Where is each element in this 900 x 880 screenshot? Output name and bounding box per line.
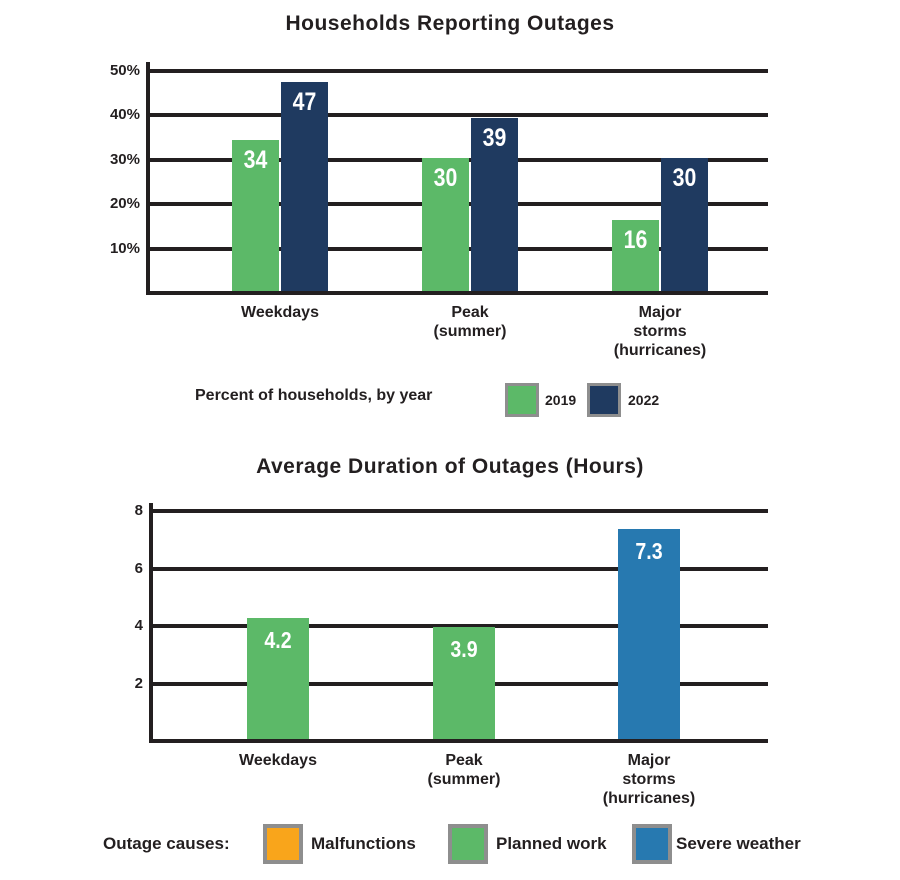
y-tick-label: 8 — [134, 502, 143, 519]
bar — [422, 157, 469, 291]
y-axis — [149, 503, 153, 743]
bar — [247, 618, 309, 739]
bar-value-label: 39 — [482, 123, 507, 152]
legend-label-severe-weather: Severe weather — [676, 834, 801, 853]
y-tick-label: 10% — [109, 239, 140, 257]
chart1-title: Households Reporting Outages — [285, 12, 615, 35]
category-label: Weekdays — [190, 303, 370, 322]
bottom-legend-intro: Outage causes: — [103, 834, 230, 853]
y-tick-label: 4 — [134, 617, 143, 634]
category-label: Major storms (hurricanes) — [570, 303, 750, 360]
y-tick-label: 40% — [109, 106, 140, 124]
bar — [661, 157, 708, 291]
bar-value-label: 30 — [433, 163, 458, 192]
category-label: Peak (summer) — [374, 751, 554, 789]
gridline — [146, 69, 768, 73]
chart1-caption: Percent of households, by year — [195, 387, 433, 404]
gridline — [149, 566, 768, 571]
category-label-line: Peak — [445, 752, 483, 769]
category-label-line: Peak — [451, 304, 489, 321]
bar-value-label: 4.2 — [264, 627, 292, 654]
legend-label-2019: 2019 — [545, 392, 577, 408]
bar — [433, 626, 495, 739]
legend-label-planned-work: Planned work — [496, 834, 607, 853]
category-label-line: Weekdays — [241, 304, 319, 321]
bar-value-label: 16 — [623, 225, 648, 254]
legend-swatch-severe-weather — [632, 824, 672, 864]
gridline — [149, 739, 768, 743]
bar-value-label: 7.3 — [635, 538, 663, 565]
category-label-line: Weekdays — [239, 752, 317, 769]
gridline — [146, 113, 768, 118]
category-label-line: storms — [633, 323, 687, 340]
gridline — [149, 624, 768, 628]
category-label-line: (summer) — [427, 771, 501, 788]
category-label-line: Major — [638, 304, 682, 321]
bar — [618, 529, 680, 739]
gridline — [146, 291, 768, 295]
y-tick-label: 6 — [134, 559, 143, 577]
bar-value-label: 30 — [672, 163, 697, 192]
gridline — [149, 509, 768, 513]
legend-label-2022: 2022 — [628, 392, 660, 408]
legend-swatch-2022 — [587, 383, 621, 417]
category-label-line: (hurricanes) — [602, 790, 696, 807]
legend-swatch-malfunctions — [263, 824, 303, 864]
y-tick-label: 2 — [134, 674, 143, 692]
bar — [471, 117, 518, 291]
chart2-title: Average Duration of Outages (Hours) — [256, 455, 644, 478]
y-tick-label: 50% — [109, 62, 140, 79]
bar — [281, 82, 328, 291]
bar — [612, 219, 659, 291]
bar-value-label: 3.9 — [450, 635, 478, 662]
category-label-line: (summer) — [433, 323, 507, 340]
category-label-line: Major — [627, 752, 671, 769]
category-label: Major storms (hurricanes) — [559, 751, 739, 808]
y-tick-label: 30% — [109, 150, 140, 168]
category-label-line: (hurricanes) — [613, 342, 707, 359]
bar — [232, 140, 279, 291]
legend-label-malfunctions: Malfunctions — [311, 834, 416, 853]
y-axis — [146, 62, 150, 295]
y-tick-label: 20% — [109, 195, 140, 213]
legend-swatch-2019 — [505, 383, 539, 417]
category-label: Weekdays — [188, 751, 368, 770]
bar-value-label: 47 — [292, 88, 317, 117]
bar-value-label: 34 — [243, 146, 268, 175]
category-label-line: storms — [622, 771, 676, 788]
legend-swatch-planned-work — [448, 824, 488, 864]
category-label: Peak (summer) — [380, 303, 560, 341]
